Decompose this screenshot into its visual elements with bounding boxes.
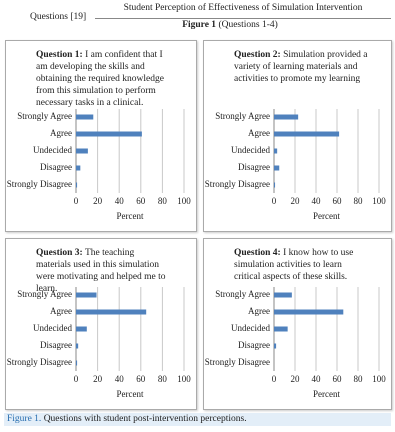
x-tick-label: 20: [291, 196, 301, 206]
bar: [76, 343, 79, 349]
category-label: Undecided: [33, 323, 72, 333]
x-axis-label: Percent: [313, 211, 340, 221]
category-label: Undecided: [231, 323, 270, 333]
category-label: Strongly Agree: [215, 111, 270, 121]
category-label: Undecided: [231, 145, 270, 155]
category-label: Agree: [50, 128, 72, 138]
x-tick-label: 40: [312, 374, 322, 384]
category-label: Strongly Agree: [215, 289, 270, 299]
question: Question 1: I am confident that I am dev…: [36, 49, 171, 109]
bar: [274, 165, 280, 171]
x-tick-label: 40: [115, 374, 125, 384]
question-label: Question 4:: [234, 248, 281, 258]
bar: [274, 326, 288, 332]
x-tick-label: 0: [74, 374, 79, 384]
x-tick-label: 100: [372, 374, 386, 384]
bar: [274, 343, 277, 349]
header-title: Student Perception of Effectiveness of S…: [123, 3, 363, 13]
question: Question 2: Simulation provided a variet…: [234, 49, 369, 85]
category-label: Disagree: [238, 162, 270, 172]
x-tick-label: 60: [136, 374, 146, 384]
bar: [76, 360, 78, 366]
bar: [274, 148, 278, 154]
x-tick-label: 60: [136, 196, 146, 206]
bar: [274, 114, 299, 120]
question-label: Question 1:: [36, 50, 83, 60]
question-text: The teaching materials used in this simu…: [36, 248, 166, 294]
category-label: Agree: [248, 128, 270, 138]
question: Question 4: I know how to use simulation…: [234, 247, 369, 283]
bar: [76, 309, 147, 315]
x-tick-label: 80: [158, 196, 168, 206]
chart-panel: Question 3: The teaching materials used …: [5, 238, 197, 410]
caption: Figure 1. Questions with student post-in…: [4, 413, 391, 426]
question-text: I am confident that I am developing the …: [36, 50, 164, 108]
bar: [76, 326, 87, 332]
bar: [76, 165, 81, 171]
question: Question 3: The teaching materials used …: [36, 247, 171, 295]
caption-text: Questions with student post-intervention…: [43, 414, 247, 424]
bar: [76, 182, 78, 188]
bar: [274, 182, 276, 188]
question-text: Simulation provided a variety of learnin…: [234, 50, 368, 84]
x-tick-label: 100: [372, 196, 386, 206]
chart-panel: Question 2: Simulation provided a variet…: [203, 40, 392, 232]
x-tick-label: 60: [333, 374, 343, 384]
category-label: Disagree: [40, 340, 72, 350]
figure-label: Figure 1: [182, 20, 217, 30]
category-label: Agree: [248, 306, 270, 316]
x-tick-label: 100: [177, 374, 191, 384]
bar: [76, 148, 88, 154]
category-label: Agree: [50, 306, 72, 316]
category-label: Strongly Disagree: [205, 357, 270, 367]
chart-panel: Question 4: I know how to use simulation…: [203, 238, 392, 410]
figure-heading: Figure 1 (Questions 1-4): [95, 20, 365, 30]
header-rule: [95, 18, 391, 19]
chart-panel: Question 1: I am confident that I am dev…: [5, 40, 197, 232]
category-label: Disagree: [238, 340, 270, 350]
question-label: Question 3:: [36, 248, 83, 258]
x-tick-label: 40: [115, 196, 125, 206]
caption-label: Figure 1.: [7, 414, 42, 424]
x-axis-label: Percent: [313, 389, 340, 399]
x-tick-label: 0: [272, 196, 277, 206]
x-tick-label: 80: [354, 196, 364, 206]
category-label: Strongly Disagree: [205, 179, 270, 189]
x-axis-label: Percent: [117, 389, 144, 399]
chart: 0 20 40 60 80 100 Percent Strongly Agree Agree Un…: [205, 109, 386, 221]
x-tick-label: 80: [158, 374, 168, 384]
category-label: Strongly Disagree: [7, 357, 72, 367]
x-tick-label: 20: [93, 196, 103, 206]
x-tick-label: 20: [93, 374, 103, 384]
x-tick-label: 0: [74, 196, 79, 206]
question-label: Question 2:: [234, 50, 281, 60]
header-left: Questions [19]: [30, 12, 87, 22]
chart: 0 20 40 60 80 100 Percent Strongly Agree Agree Un…: [7, 287, 191, 399]
x-tick-label: 40: [312, 196, 322, 206]
bar: [76, 114, 94, 120]
category-label: Strongly Agree: [17, 289, 72, 299]
x-tick-label: 20: [291, 374, 301, 384]
category-label: Undecided: [33, 145, 72, 155]
chart: 0 20 40 60 80 100 Percent Strongly Agree Agree Un…: [205, 287, 386, 399]
category-label: Disagree: [40, 162, 72, 172]
x-tick-label: 80: [354, 374, 364, 384]
bar: [274, 292, 292, 298]
bar: [76, 292, 97, 298]
bar: [274, 131, 340, 137]
category-label: Strongly Disagree: [7, 179, 72, 189]
bar: [274, 309, 344, 315]
question-text: I know how to use simulation activities …: [234, 248, 354, 282]
bar: [76, 131, 142, 137]
category-label: Strongly Agree: [17, 111, 72, 121]
x-tick-label: 0: [272, 374, 277, 384]
figure-title: (Questions 1-4): [218, 20, 278, 30]
chart: 0 20 40 60 80 100 Percent Strongly Agree Agree Un…: [7, 109, 191, 221]
x-tick-label: 100: [177, 196, 191, 206]
x-tick-label: 60: [333, 196, 343, 206]
x-axis-label: Percent: [117, 211, 144, 221]
